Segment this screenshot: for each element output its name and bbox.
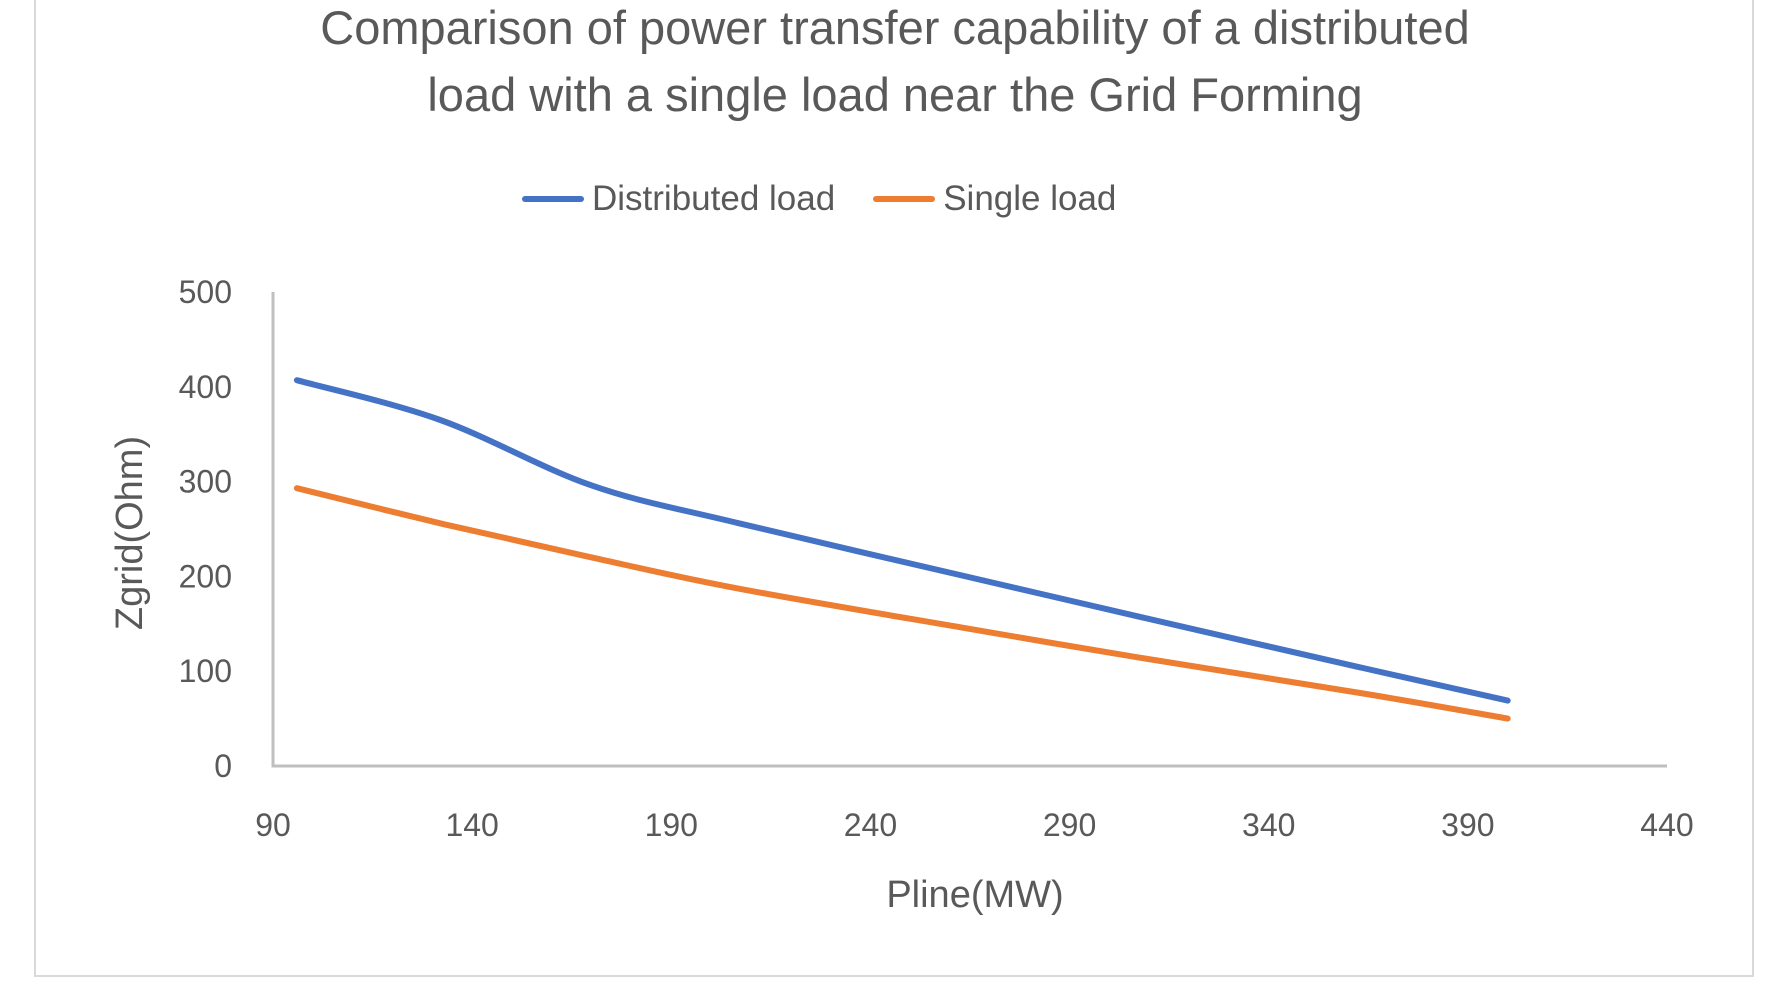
y-tick-label: 100 xyxy=(179,653,232,689)
x-tick-label: 90 xyxy=(255,807,291,843)
x-tick-label: 290 xyxy=(1043,807,1096,843)
x-tick-label: 140 xyxy=(445,807,498,843)
y-tick-label: 300 xyxy=(179,464,232,500)
x-tick-label: 390 xyxy=(1441,807,1494,843)
x-axis-title: Pline(MW) xyxy=(886,874,1063,916)
y-tick-label: 0 xyxy=(214,748,232,784)
x-tick-label: 440 xyxy=(1640,807,1693,843)
legend-item-distributed-load: Distributed load xyxy=(522,179,835,219)
legend-label-single-load: Single load xyxy=(943,179,1117,218)
series-line-distributed-load xyxy=(293,377,1511,704)
chart-legend: Distributed load Single load xyxy=(522,176,1154,222)
legend-label-distributed-load: Distributed load xyxy=(592,179,836,218)
legend-swatch-single-load-icon xyxy=(873,196,936,202)
x-tick-label: 340 xyxy=(1242,807,1295,843)
chart-title: Comparison of power transfer capability … xyxy=(0,0,1770,128)
series-line-single-load xyxy=(293,485,1511,722)
y-tick-label: 500 xyxy=(179,274,232,310)
chart-frame xyxy=(34,0,1754,977)
chart-title-line-1: Comparison of power transfer capability … xyxy=(320,1,1470,54)
y-axis-title: Zgrid(Ohm) xyxy=(109,436,151,630)
x-tick-label: 190 xyxy=(645,807,698,843)
y-tick-label: 400 xyxy=(179,369,232,405)
x-tick-label: 240 xyxy=(844,807,897,843)
y-tick-label: 200 xyxy=(179,558,232,594)
legend-item-single-load: Single load xyxy=(873,179,1116,219)
legend-swatch-distributed-load-icon xyxy=(522,196,584,202)
series-lines xyxy=(293,377,1511,722)
y-axis-ticks: 0 100 200 300 400 500 xyxy=(179,274,232,784)
x-axis-ticks: 90 140 190 240 290 340 390 440 xyxy=(255,807,1693,843)
chart-title-line-2: load with a single load near the Grid Fo… xyxy=(427,68,1363,121)
